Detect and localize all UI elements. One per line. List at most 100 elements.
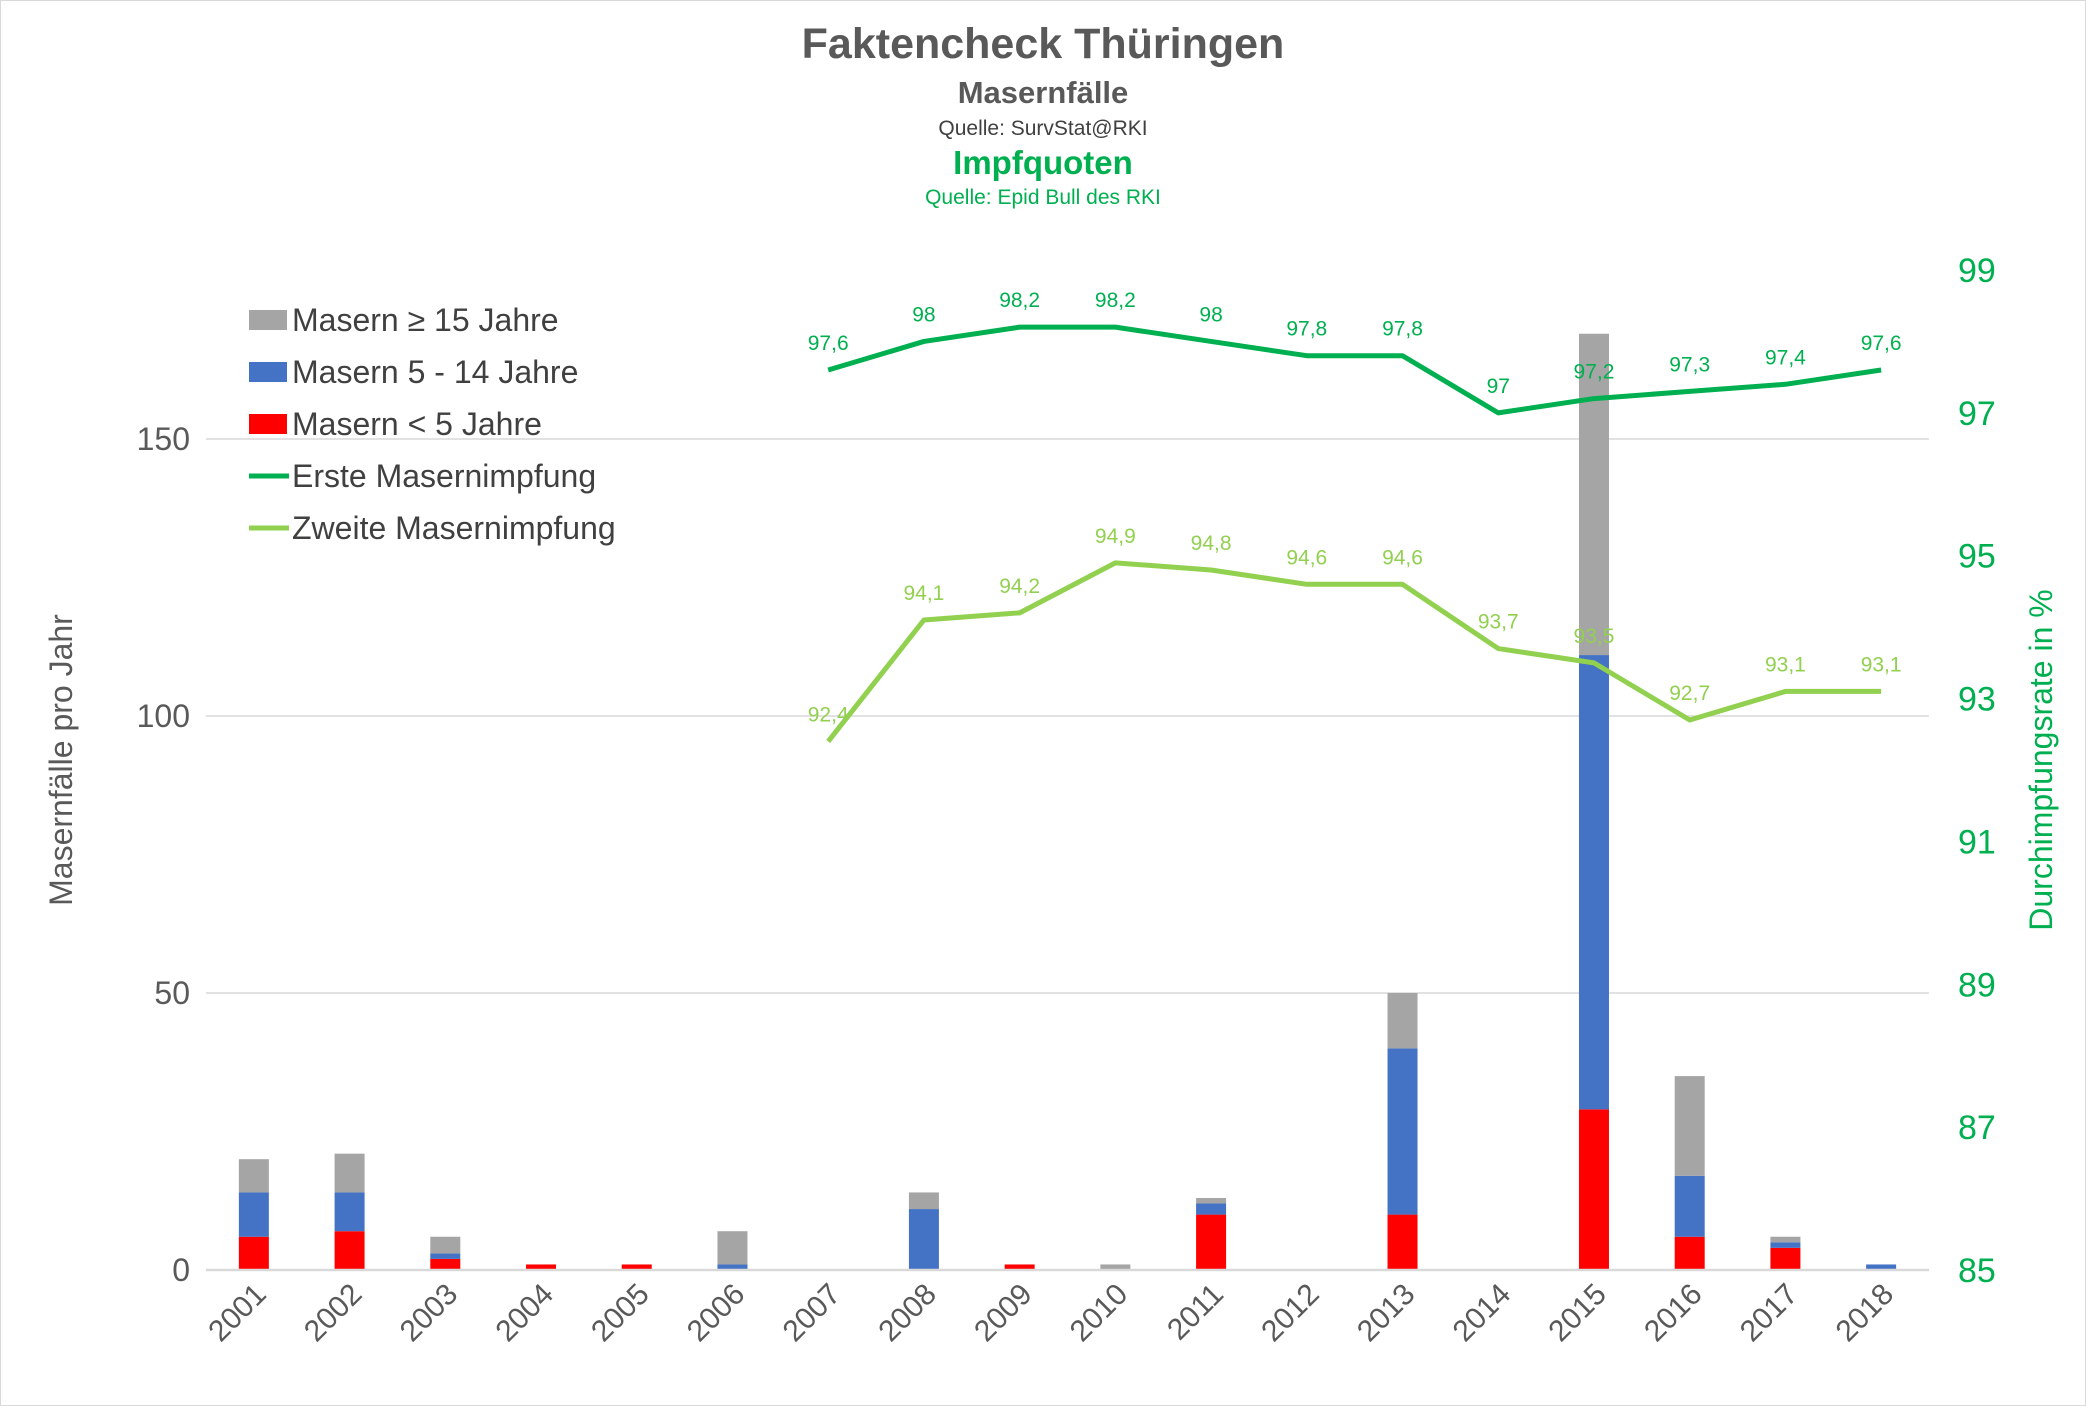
chart-subtitle-cases: Masernfälle <box>958 75 1129 110</box>
x-tick-label: 2007 <box>777 1278 848 1349</box>
y2-tick-label: 97 <box>1958 395 1996 433</box>
data-label: 94,6 <box>1382 546 1423 569</box>
bar-segment <box>908 1209 939 1270</box>
legend-swatch <box>249 310 287 330</box>
bar-segment <box>1674 1175 1705 1237</box>
bar-segment <box>238 1159 269 1193</box>
y-tick-label: 0 <box>172 1252 190 1288</box>
bar-segment <box>526 1264 557 1270</box>
x-tick-label: 2010 <box>1064 1278 1135 1349</box>
data-label: 98 <box>912 303 935 326</box>
bar-segment <box>430 1253 461 1259</box>
bar-segment <box>1674 1236 1705 1270</box>
legend-item: Masern ≥ 15 Jahre <box>249 302 559 338</box>
y-tick-label: 100 <box>137 698 190 734</box>
bar-segment <box>1770 1242 1801 1248</box>
data-label: 93,1 <box>1765 653 1806 676</box>
y-tick-label: 150 <box>137 421 190 457</box>
x-tick-label: 2012 <box>1255 1278 1326 1349</box>
y2-tick-label: 99 <box>1958 252 1996 290</box>
data-label: 98,2 <box>1095 289 1136 312</box>
series-line <box>826 560 1882 743</box>
legend-item: Masern < 5 Jahre <box>249 406 542 442</box>
y2-tick-label: 93 <box>1958 681 1996 719</box>
legend-swatch <box>249 414 287 434</box>
x-tick-label: 2001 <box>202 1278 273 1349</box>
data-label: 92,4 <box>808 703 849 726</box>
bar-segment <box>1674 1076 1705 1176</box>
legend-item: Masern 5 - 14 Jahre <box>249 354 578 390</box>
bar-segment <box>1196 1214 1227 1270</box>
legend-label: Erste Masernimpfung <box>292 458 596 494</box>
bar-segment <box>1004 1264 1035 1270</box>
data-label: 98,2 <box>999 289 1040 312</box>
bar-segment <box>1387 1214 1418 1270</box>
x-tick-label: 2006 <box>681 1278 752 1349</box>
data-label: 97,3 <box>1669 353 1710 376</box>
legend-label: Masern 5 - 14 Jahre <box>292 354 578 390</box>
legend-swatch <box>249 362 287 382</box>
y-axis-title: Masernfälle pro Jahr <box>43 614 79 906</box>
data-label: 97,8 <box>1286 318 1327 341</box>
data-label: 94,8 <box>1191 532 1232 555</box>
bar-segment <box>334 1153 365 1193</box>
legend-label: Masern < 5 Jahre <box>292 406 542 442</box>
data-label: 93,1 <box>1861 653 1902 676</box>
y2-tick-label: 89 <box>1958 966 1996 1004</box>
legend-item: Erste Masernimpfung <box>249 458 596 494</box>
y-tick-label: 50 <box>154 975 190 1011</box>
x-tick-label: 2008 <box>872 1278 943 1349</box>
bar-segment <box>1770 1247 1801 1270</box>
y2-axis-title: Durchimpfungsrate in % <box>2023 589 2059 930</box>
data-label: 93,5 <box>1574 625 1615 648</box>
y2-tick-label: 85 <box>1958 1252 1996 1290</box>
chart-source-cases: Quelle: SurvStat@RKI <box>938 117 1147 140</box>
legend-label: Zweite Masernimpfung <box>292 510 616 546</box>
x-tick-label: 2016 <box>1638 1278 1709 1349</box>
x-tick-label: 2018 <box>1830 1278 1901 1349</box>
bar-segment <box>430 1236 461 1254</box>
data-label: 93,7 <box>1478 611 1519 634</box>
data-label: 97,2 <box>1574 361 1615 384</box>
x-tick-label: 2005 <box>585 1278 656 1349</box>
bar-segment <box>1387 1048 1418 1215</box>
series-line <box>827 324 1882 416</box>
bar-segment <box>1578 655 1609 1110</box>
bar-segment <box>238 1192 269 1237</box>
data-label: 98 <box>1199 303 1222 326</box>
bar-segment <box>1866 1264 1897 1270</box>
x-tick-label: 2017 <box>1734 1278 1805 1349</box>
bar-segment <box>1578 1109 1609 1270</box>
bar-segment <box>1387 993 1418 1049</box>
data-label: 94,6 <box>1286 546 1327 569</box>
x-tick-label: 2015 <box>1542 1278 1613 1349</box>
legend-item: Zweite Masernimpfung <box>249 510 616 546</box>
bar-segment <box>1196 1203 1227 1215</box>
chart-title: Faktencheck Thüringen <box>802 20 1285 68</box>
bar-segment <box>717 1231 748 1265</box>
bar-segment <box>1578 333 1609 656</box>
data-label: 92,7 <box>1669 682 1710 705</box>
x-tick-label: 2011 <box>1161 1278 1230 1347</box>
data-label: 97,8 <box>1382 318 1423 341</box>
bar-segment <box>1770 1236 1801 1243</box>
data-label: 97 <box>1487 375 1510 398</box>
legend-label: Masern ≥ 15 Jahre <box>292 302 559 338</box>
x-tick-label: 2003 <box>394 1278 465 1349</box>
bar-segment <box>908 1192 939 1210</box>
chart-subtitle-vaccination: Impfquoten <box>953 144 1133 181</box>
bar-segment <box>238 1236 269 1270</box>
bar-segment <box>1196 1197 1227 1204</box>
bar-segment <box>1100 1264 1131 1270</box>
chart-source-vaccination: Quelle: Epid Bull des RKI <box>925 186 1161 209</box>
x-tick-label: 2013 <box>1351 1278 1422 1349</box>
bar-segment <box>334 1231 365 1270</box>
bar-segment <box>430 1258 461 1270</box>
data-label: 94,1 <box>903 582 944 605</box>
data-label: 94,2 <box>999 575 1040 598</box>
data-label: 97,4 <box>1765 346 1806 369</box>
x-tick-label: 2014 <box>1447 1278 1518 1349</box>
x-tick-label: 2002 <box>298 1278 369 1349</box>
bar-segment <box>717 1264 748 1270</box>
